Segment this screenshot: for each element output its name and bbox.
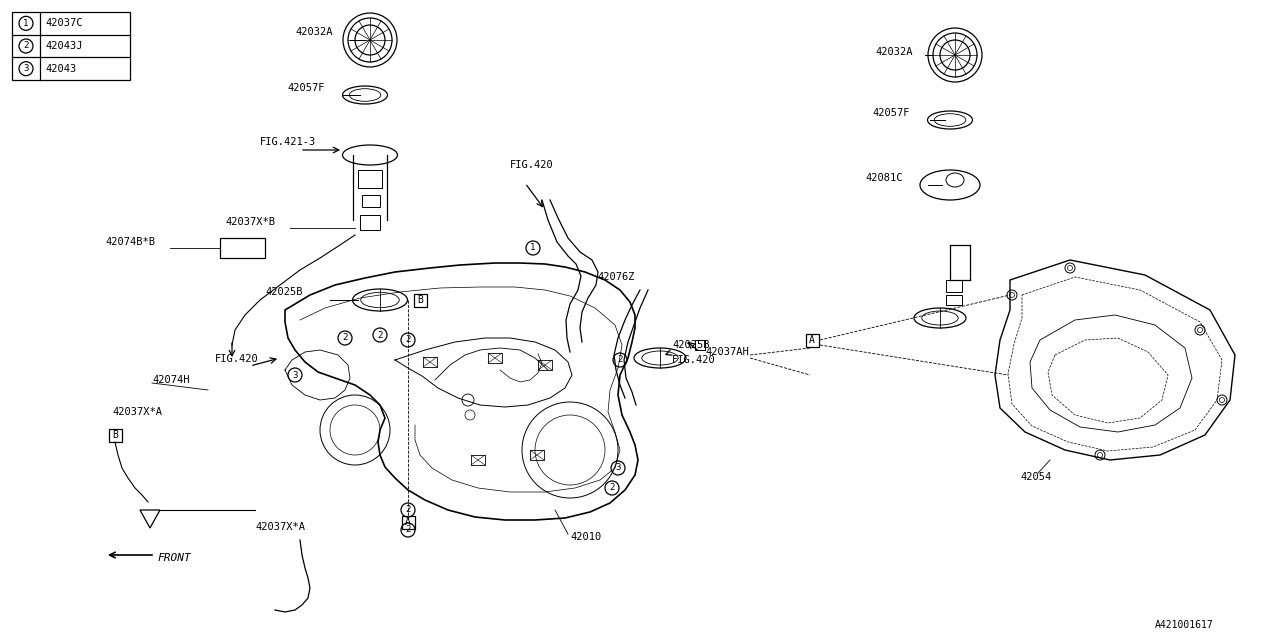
- Text: 2: 2: [617, 355, 622, 365]
- Bar: [362, 195, 380, 207]
- Text: 42054: 42054: [1020, 472, 1051, 482]
- Text: FIG.421-3: FIG.421-3: [260, 137, 316, 147]
- Text: FIG.420: FIG.420: [672, 355, 716, 365]
- Bar: [413, 294, 426, 307]
- Text: 42081C: 42081C: [865, 173, 902, 183]
- Text: 1: 1: [23, 19, 28, 28]
- Text: FRONT: FRONT: [157, 553, 192, 563]
- Bar: [220, 238, 265, 258]
- Text: 42076Z: 42076Z: [596, 272, 635, 282]
- Text: 42037AH: 42037AH: [705, 347, 749, 357]
- Text: 42037X*A: 42037X*A: [255, 522, 305, 532]
- Text: 42043: 42043: [45, 63, 77, 74]
- Bar: [358, 170, 381, 188]
- Text: A421001617: A421001617: [1155, 620, 1213, 630]
- Text: 42037C: 42037C: [45, 19, 82, 28]
- Text: 2: 2: [406, 506, 411, 515]
- Text: 2: 2: [406, 525, 411, 534]
- Bar: [422, 357, 436, 367]
- Text: 2: 2: [342, 333, 348, 342]
- Bar: [471, 455, 485, 465]
- Text: 3: 3: [23, 64, 28, 73]
- Text: 2: 2: [406, 335, 411, 344]
- Text: 42025B: 42025B: [265, 287, 302, 297]
- Text: 42010: 42010: [570, 532, 602, 542]
- Text: 3: 3: [616, 463, 621, 472]
- Text: 42057F: 42057F: [287, 83, 325, 93]
- Bar: [488, 353, 502, 363]
- Text: 1: 1: [530, 243, 536, 253]
- Text: 42025B: 42025B: [672, 340, 709, 350]
- Text: 42032A: 42032A: [876, 47, 913, 57]
- Bar: [946, 280, 963, 292]
- Text: FIG.420: FIG.420: [509, 160, 554, 170]
- Text: 42057F: 42057F: [872, 108, 910, 118]
- Text: 42074H: 42074H: [152, 375, 189, 385]
- Text: 2: 2: [23, 42, 28, 51]
- Bar: [538, 360, 552, 370]
- Text: 2: 2: [378, 330, 383, 339]
- Bar: [402, 515, 415, 529]
- Text: B: B: [417, 295, 422, 305]
- Bar: [530, 450, 544, 460]
- Text: 42074B*B: 42074B*B: [105, 237, 155, 247]
- Text: 2: 2: [609, 483, 614, 493]
- Text: 42032A: 42032A: [294, 27, 333, 37]
- Text: 42037X*A: 42037X*A: [113, 407, 163, 417]
- Text: A: A: [809, 335, 815, 345]
- Bar: [695, 340, 705, 350]
- Text: A: A: [404, 517, 411, 527]
- Bar: [805, 333, 818, 346]
- Bar: [12, 12, 131, 80]
- Text: 42043J: 42043J: [45, 41, 82, 51]
- Bar: [946, 295, 963, 305]
- Text: FIG.420: FIG.420: [215, 354, 259, 364]
- Bar: [360, 215, 380, 230]
- Text: B: B: [113, 430, 118, 440]
- Text: 3: 3: [292, 371, 298, 380]
- Bar: [109, 429, 122, 442]
- Text: 42037X*B: 42037X*B: [225, 217, 275, 227]
